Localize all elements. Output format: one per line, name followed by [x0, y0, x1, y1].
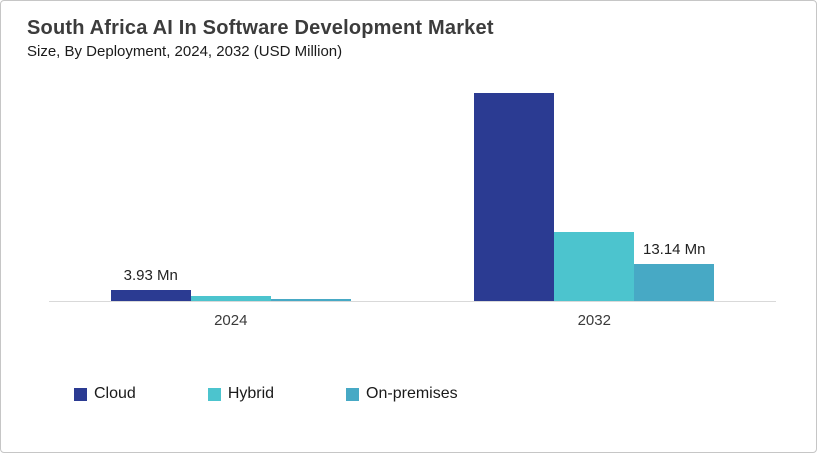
legend-item-on-premises: On-premises [346, 385, 458, 403]
chart-subtitle: Size, By Deployment, 2024, 2032 (USD Mil… [27, 43, 343, 60]
legend-item-hybrid: Hybrid [207, 385, 275, 403]
legend-swatch-cloud [74, 387, 87, 401]
data-label-cloud-2024: 3.93 Mn [123, 266, 178, 284]
bar-cloud-2032 [474, 92, 555, 301]
chart-title: South Africa AI In Software Development … [27, 17, 494, 39]
legend-label-on-premises: On-premises [366, 385, 458, 402]
bar-cloud-2024 [110, 289, 191, 301]
bar-hybrid-2032 [554, 232, 635, 301]
x-axis-line [49, 301, 776, 302]
legend-swatch-hybrid [207, 387, 221, 401]
legend-label-cloud: Cloud [94, 385, 136, 402]
legend-item-cloud: Cloud [74, 385, 136, 403]
legend-swatch-on-premises [346, 387, 360, 401]
legend: Cloud Hybrid On-premises [74, 385, 458, 403]
bar-hybrid-2024 [190, 296, 271, 301]
bar-on-premises-2024 [270, 299, 351, 301]
legend-label-hybrid: Hybrid [227, 385, 275, 402]
data-label-on-premises-2032: 13.14 Mn [642, 241, 706, 258]
bar-on-premises-2032 [634, 264, 715, 301]
x-axis-label-2032: 2032 [577, 312, 611, 329]
x-axis-label-2024: 2024 [214, 312, 248, 329]
